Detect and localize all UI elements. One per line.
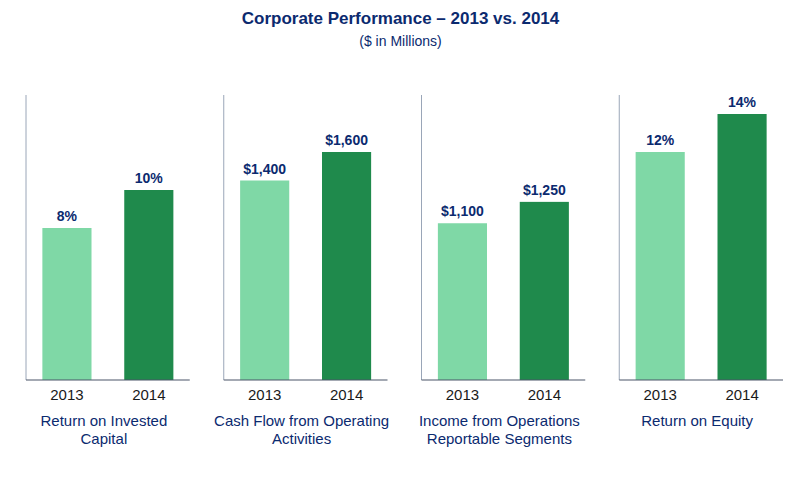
bar	[520, 202, 569, 380]
x-axis-line	[422, 379, 586, 380]
bars	[636, 114, 767, 380]
data-label: $1,600	[325, 132, 368, 148]
panel-title-line: Return on Invested	[41, 412, 168, 429]
panel-title-line: Cash Flow from Operating	[214, 412, 389, 429]
category-label: 2013	[248, 386, 281, 403]
category-label: 2014	[528, 386, 561, 403]
data-label: 12%	[646, 132, 675, 148]
y-axis-line	[223, 95, 224, 380]
title: Corporate Performance – 2013 vs. 2014	[242, 9, 560, 28]
y-axis-line	[619, 95, 620, 380]
bar	[322, 152, 371, 380]
background	[0, 0, 801, 498]
x-axis-line	[619, 379, 783, 380]
bars	[42, 190, 173, 380]
data-label: 14%	[728, 94, 757, 110]
category-label: 2014	[725, 386, 758, 403]
bar	[636, 152, 685, 380]
panel-title-line: Reportable Segments	[427, 430, 572, 447]
chart-root: Corporate Performance – 2013 vs. 2014 ($ …	[0, 0, 801, 498]
y-axis-line	[26, 95, 27, 380]
bar	[240, 181, 289, 381]
category-label: 2013	[446, 386, 479, 403]
data-label: $1,250	[523, 182, 566, 198]
bars	[240, 152, 371, 380]
category-label: 2014	[132, 386, 165, 403]
panel: 12% 14% 2013 2014 Return on Equity	[619, 94, 783, 429]
panel-title-line: Return on Equity	[641, 412, 753, 429]
category-label: 2013	[50, 386, 83, 403]
bar	[124, 190, 173, 380]
data-label: $1,100	[441, 203, 484, 219]
panel-title: Income from OperationsReportable Segment…	[419, 412, 580, 447]
panel: $1,100 $1,250 2013 2014 Income from Operatio…	[419, 95, 585, 447]
x-axis-line	[224, 379, 388, 380]
subtitle: ($ in Millions)	[359, 33, 441, 49]
panel-title: Return on Equity	[641, 412, 753, 429]
panel-title: Return on InvestedCapital	[41, 412, 168, 447]
panel: $1,400 $1,600 2013 2014 Cash Flow from Opera…	[214, 95, 389, 447]
panel-title-line: Capital	[81, 430, 128, 447]
bar	[718, 114, 767, 380]
category-label: 2013	[644, 386, 677, 403]
panel-title-line: Income from Operations	[419, 412, 580, 429]
x-axis-line	[26, 379, 190, 380]
panel-title: Cash Flow from OperatingActivities	[214, 412, 389, 447]
bar	[42, 228, 91, 380]
panel-title-line: Activities	[272, 430, 331, 447]
bars	[438, 202, 569, 380]
data-label: 10%	[135, 170, 164, 186]
y-axis-line	[421, 95, 422, 380]
panel: 8% 10% 2013 2014 Return on InvestedCapital	[26, 95, 190, 447]
data-label: 8%	[57, 208, 78, 224]
data-label: $1,400	[243, 161, 286, 177]
category-label: 2014	[330, 386, 363, 403]
bar	[438, 223, 487, 380]
